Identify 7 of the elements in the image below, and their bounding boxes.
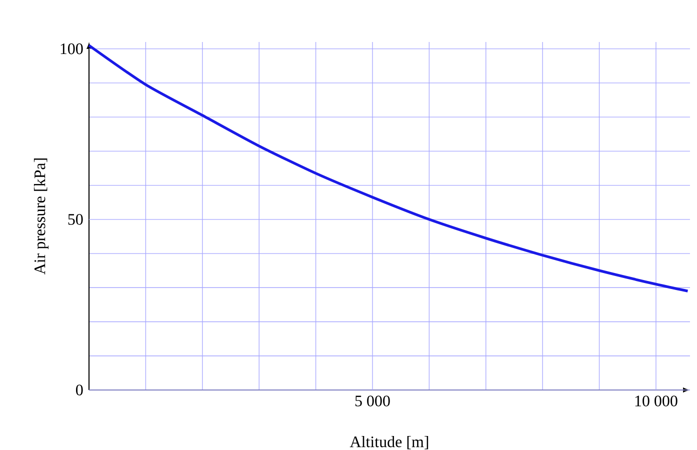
x-axis-title: Altitude [m] [350, 436, 428, 450]
y-axis-title: Air pressure [kPa] [34, 158, 48, 274]
y-tick-label: 50 [68, 214, 83, 225]
x-tick-label: 10 000 [635, 396, 678, 406]
y-tick-label: 0 [76, 384, 83, 396]
y-tick-label: 100 [60, 43, 83, 54]
x-tick-label: 5 000 [355, 396, 390, 406]
